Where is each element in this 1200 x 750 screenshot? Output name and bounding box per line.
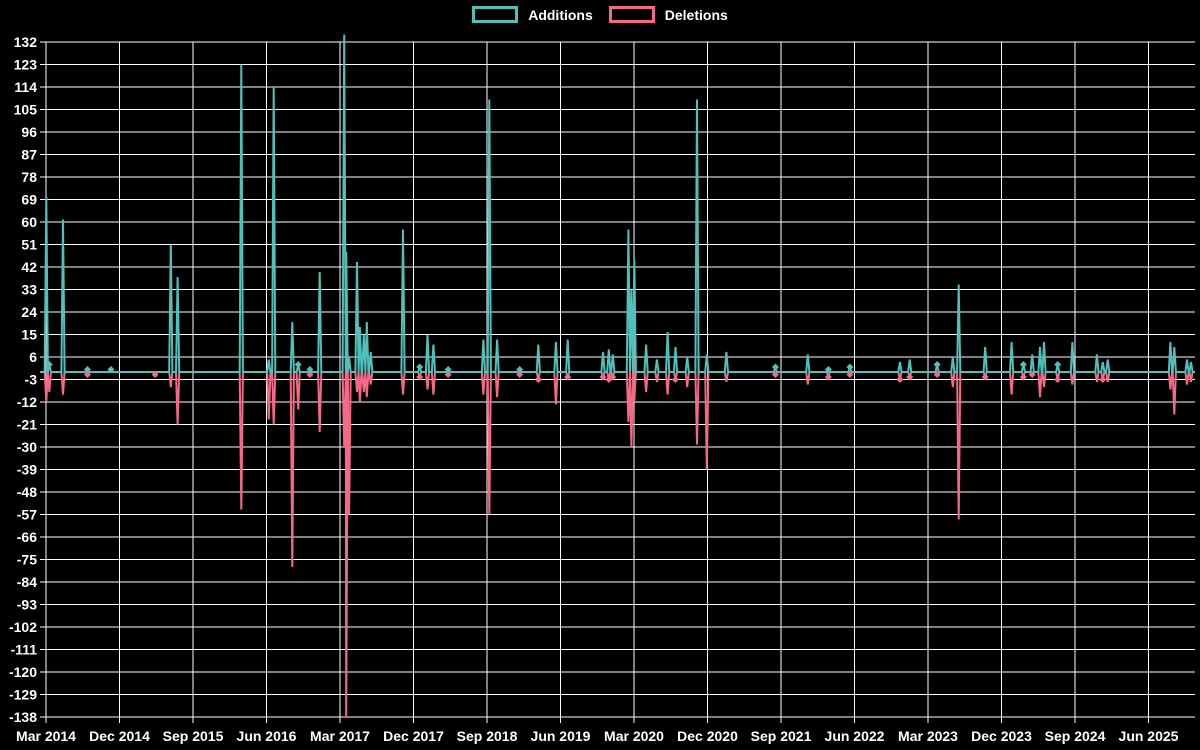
svg-text:-102: -102 — [9, 619, 37, 635]
data-point-diamond-icon — [516, 366, 524, 373]
data-point-diamond-icon — [609, 373, 617, 381]
svg-text:51: 51 — [21, 237, 37, 253]
svg-text:Jun 2025: Jun 2025 — [1119, 728, 1179, 744]
svg-text:-129: -129 — [9, 687, 37, 703]
svg-text:Mar 2017: Mar 2017 — [310, 728, 370, 744]
legend-item-deletions: Deletions — [608, 6, 728, 23]
data-point-diamond-icon — [1054, 376, 1062, 383]
data-point-diamond-icon — [107, 366, 115, 373]
data-point-diamond-icon — [45, 361, 53, 368]
legend-label-additions: Additions — [528, 6, 593, 23]
svg-text:-111: -111 — [11, 642, 38, 658]
svg-text:6: 6 — [29, 349, 37, 365]
data-point-diamond-icon — [1054, 361, 1062, 368]
svg-text:60: 60 — [21, 214, 37, 230]
svg-text:Jun 2016: Jun 2016 — [237, 728, 297, 744]
svg-text:24: 24 — [21, 304, 37, 320]
data-point-diamond-icon — [1019, 361, 1027, 368]
svg-text:-138: -138 — [9, 709, 37, 725]
data-point-diamond-icon — [771, 371, 779, 378]
data-point-diamond-icon — [444, 371, 452, 378]
svg-text:Jun 2019: Jun 2019 — [531, 728, 591, 744]
svg-text:96: 96 — [21, 124, 37, 140]
data-point-diamond-icon — [906, 373, 914, 381]
svg-text:-66: -66 — [17, 529, 37, 545]
data-point-diamond-icon — [896, 376, 904, 383]
svg-text:Sep 2021: Sep 2021 — [751, 728, 812, 744]
svg-text:-39: -39 — [17, 462, 37, 478]
y-axis-labels: 132 123 114 105 96 87 78 69 60 51 42 33 24 15 6 -3 -12 -2… — [9, 34, 37, 725]
additions-swatch-icon — [472, 6, 519, 23]
data-point-diamond-icon — [294, 361, 302, 368]
data-point-diamond-icon — [824, 366, 832, 373]
svg-text:15: 15 — [21, 327, 37, 343]
svg-text:Dec 2020: Dec 2020 — [677, 728, 738, 744]
svg-text:Mar 2020: Mar 2020 — [604, 728, 664, 744]
additions-line — [40, 34, 1195, 373]
svg-text:Sep 2018: Sep 2018 — [457, 728, 518, 744]
data-point-diamond-icon — [83, 371, 91, 378]
data-point-diamond-icon — [516, 371, 524, 378]
svg-text:-57: -57 — [17, 507, 37, 523]
legend-item-additions: Additions — [472, 6, 593, 23]
svg-text:78: 78 — [21, 169, 37, 185]
svg-text:-21: -21 — [17, 417, 37, 433]
data-point-diamond-icon — [564, 373, 572, 381]
svg-text:Sep 2024: Sep 2024 — [1045, 728, 1106, 744]
data-point-diamond-icon — [933, 371, 941, 378]
data-point-diamond-icon — [416, 373, 424, 381]
svg-text:Dec 2014: Dec 2014 — [89, 728, 150, 744]
data-point-diamond-icon — [416, 363, 424, 371]
data-point-diamond-icon — [1099, 376, 1107, 383]
x-axis-labels: Mar 2014 Dec 2014 Sep 2015 Jun 2016 Mar 2017… — [16, 728, 1179, 744]
svg-text:-120: -120 — [9, 664, 37, 680]
svg-text:Mar 2023: Mar 2023 — [898, 728, 958, 744]
svg-text:33: 33 — [21, 282, 37, 298]
data-point-diamond-icon — [771, 363, 779, 371]
data-point-diamond-icon — [1028, 371, 1036, 378]
svg-text:105: 105 — [14, 102, 38, 118]
data-point-diamond-icon — [151, 371, 159, 378]
data-point-diamond-icon — [933, 361, 941, 368]
data-point-diamond-icon — [846, 371, 854, 378]
svg-text:Sep 2015: Sep 2015 — [163, 728, 224, 744]
chart-legend: Additions Deletions — [0, 6, 1200, 23]
svg-text:132: 132 — [14, 34, 38, 50]
svg-text:-84: -84 — [17, 574, 37, 590]
data-point-diamond-icon — [444, 366, 452, 373]
data-point-diamond-icon — [1019, 373, 1027, 381]
svg-text:-93: -93 — [17, 597, 37, 613]
data-point-diamond-icon — [824, 373, 832, 381]
svg-text:Mar 2014: Mar 2014 — [16, 728, 76, 744]
svg-text:69: 69 — [21, 192, 37, 208]
data-point-diamond-icon — [83, 366, 91, 373]
svg-text:Dec 2017: Dec 2017 — [383, 728, 444, 744]
svg-text:-75: -75 — [17, 552, 37, 568]
svg-text:-12: -12 — [17, 394, 37, 410]
svg-text:-3: -3 — [25, 372, 38, 388]
svg-text:-30: -30 — [17, 439, 37, 455]
data-point-diamond-icon — [599, 373, 607, 381]
grid-lines — [40, 41, 1195, 723]
svg-text:114: 114 — [14, 79, 37, 95]
deletions-swatch-icon — [608, 6, 655, 23]
data-point-diamond-icon — [981, 373, 989, 381]
point-markers — [45, 361, 1107, 383]
svg-text:42: 42 — [21, 259, 37, 275]
data-point-diamond-icon — [534, 376, 542, 383]
legend-label-deletions: Deletions — [664, 6, 728, 23]
svg-text:-48: -48 — [17, 484, 37, 500]
svg-text:Dec 2023: Dec 2023 — [971, 728, 1032, 744]
svg-text:123: 123 — [14, 57, 38, 73]
data-point-diamond-icon — [846, 363, 854, 371]
svg-text:87: 87 — [21, 147, 37, 163]
data-point-diamond-icon — [306, 366, 314, 373]
data-point-diamond-icon — [671, 376, 679, 383]
svg-text:Jun 2022: Jun 2022 — [825, 728, 885, 744]
data-point-diamond-icon — [306, 371, 314, 378]
